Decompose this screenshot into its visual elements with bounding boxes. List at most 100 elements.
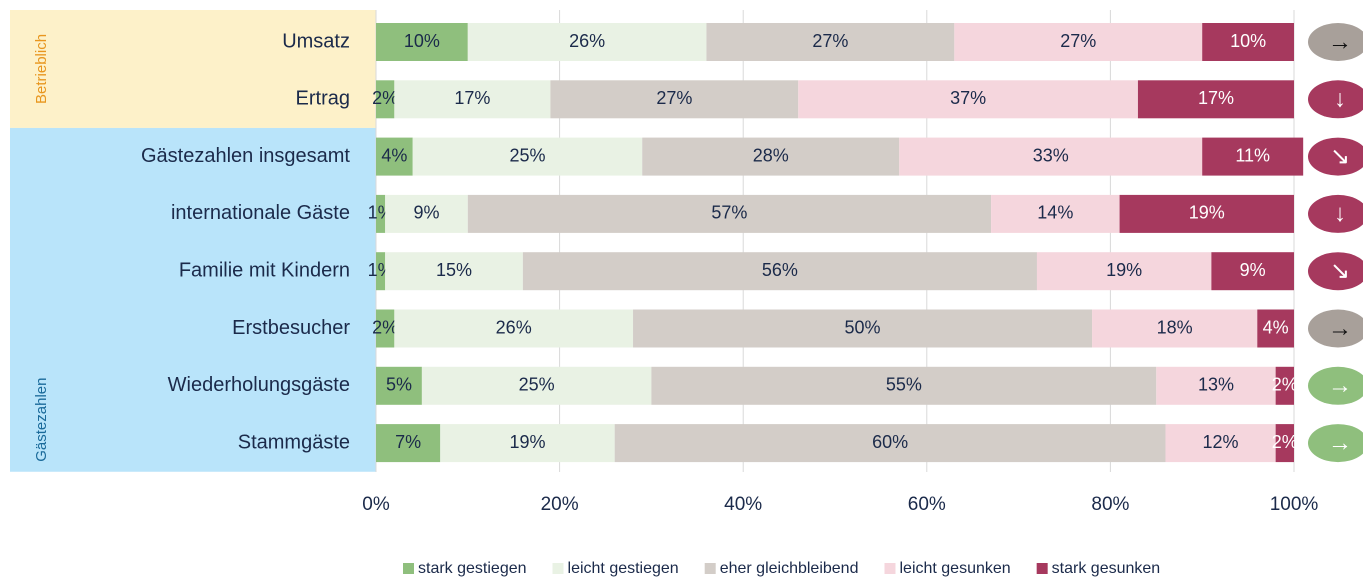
value-label: 33% (1033, 145, 1069, 165)
value-label: 10% (404, 31, 440, 51)
value-label: 37% (950, 88, 986, 108)
x-tick-label: 20% (541, 494, 579, 515)
trend-badge (1308, 23, 1363, 61)
legend-swatch (403, 563, 414, 574)
value-label: 18% (1157, 317, 1193, 337)
value-label: 28% (753, 145, 789, 165)
value-label: 19% (1106, 260, 1142, 280)
legend-swatch (1036, 563, 1048, 574)
trend-arrow: → (1328, 28, 1352, 55)
bar-segment (1156, 366, 1276, 405)
bar-segment (1202, 137, 1304, 176)
value-label: 13% (1198, 375, 1234, 395)
value-label: 9% (413, 203, 439, 223)
value-label: 50% (845, 317, 881, 337)
value-label: 55% (886, 375, 922, 395)
trend-arrow: → (1328, 429, 1352, 456)
bar-segment (899, 137, 1203, 176)
value-label: 10% (1230, 31, 1266, 51)
bar-segment (991, 194, 1120, 233)
trend-badge (1308, 309, 1363, 348)
category-label: Gästezahlen insgesamt (141, 145, 350, 167)
value-label: 5% (386, 375, 412, 395)
value-label: 26% (569, 31, 605, 51)
group-band (10, 127, 376, 472)
value-label: 60% (872, 432, 908, 452)
legend-label: leicht gestiegen (568, 560, 679, 577)
bar-segment (376, 194, 386, 233)
bar-segment (1275, 424, 1294, 463)
value-label: 26% (496, 317, 532, 337)
category-label: internationale Gäste (171, 202, 350, 224)
bar-segment (1165, 424, 1276, 463)
x-tick-label: 80% (1091, 494, 1129, 515)
value-label: 27% (812, 31, 848, 51)
bar-segment (467, 194, 992, 233)
bar-segment (642, 137, 900, 176)
value-label: 9% (1240, 260, 1266, 280)
bar-segment (1211, 252, 1294, 291)
value-label: 2% (372, 317, 398, 337)
legend-label: eher gleichbleibend (720, 560, 859, 577)
trend-badge (1308, 194, 1363, 233)
value-label: 56% (762, 260, 798, 280)
value-label: 2% (1272, 375, 1298, 395)
value-label: 57% (711, 203, 747, 223)
value-label: 25% (519, 375, 555, 395)
value-label: 19% (509, 432, 545, 452)
bar-segment (1275, 366, 1294, 405)
bar-segment (412, 137, 643, 176)
value-label: 17% (1198, 88, 1234, 108)
legend-label: stark gestiegen (418, 560, 527, 577)
legend-swatch (884, 563, 896, 574)
trend-arrow: ↓ (1334, 200, 1346, 227)
trend-badge (1308, 80, 1363, 119)
bar-segment (1137, 80, 1294, 119)
bar-segment (376, 309, 395, 348)
legend-label: stark gesunken (1052, 560, 1161, 577)
value-label: 27% (1060, 31, 1096, 51)
value-label: 14% (1037, 203, 1073, 223)
bar-segment (376, 23, 468, 61)
bar-segment (376, 80, 395, 119)
bar-segment (651, 366, 1157, 405)
group-band (10, 10, 376, 128)
legend-swatch (704, 563, 716, 574)
value-label: 12% (1203, 432, 1239, 452)
bar-segment (614, 424, 1166, 463)
bar-segment (522, 252, 1037, 291)
value-label: 2% (1272, 432, 1298, 452)
trend-arrow: ↘ (1330, 143, 1350, 170)
value-label: 27% (656, 88, 692, 108)
bar-segment (467, 23, 707, 61)
bar-segment (706, 23, 955, 61)
bar-segment (798, 80, 1138, 119)
value-label: 2% (372, 88, 398, 108)
bar-segment (1036, 252, 1212, 291)
bar-segment (1119, 194, 1294, 233)
bar-segment (385, 252, 523, 291)
category-label: Stammgäste (238, 431, 350, 453)
value-label: 4% (1263, 317, 1289, 337)
value-label: 19% (1189, 203, 1225, 223)
bar-segment (954, 23, 1203, 61)
bar-segment (1202, 23, 1294, 61)
trend-arrow: ↓ (1334, 86, 1346, 113)
bar-segment (633, 309, 1093, 348)
trend-badge (1308, 252, 1363, 291)
value-label: 4% (381, 145, 407, 165)
trend-badge (1308, 424, 1363, 463)
value-label: 15% (436, 260, 472, 280)
group-label: Betrieblich (33, 34, 50, 104)
trend-badge (1308, 366, 1363, 405)
bar-segment (376, 252, 386, 291)
category-label: Wiederholungsgäste (168, 374, 350, 396)
bar-segment (394, 309, 634, 348)
bar-segment (550, 80, 799, 119)
bar-segment (376, 137, 413, 176)
bar-segment (1092, 309, 1258, 348)
bar-segment (376, 424, 441, 463)
value-label: 25% (509, 145, 545, 165)
category-label: Erstbesucher (232, 317, 350, 339)
